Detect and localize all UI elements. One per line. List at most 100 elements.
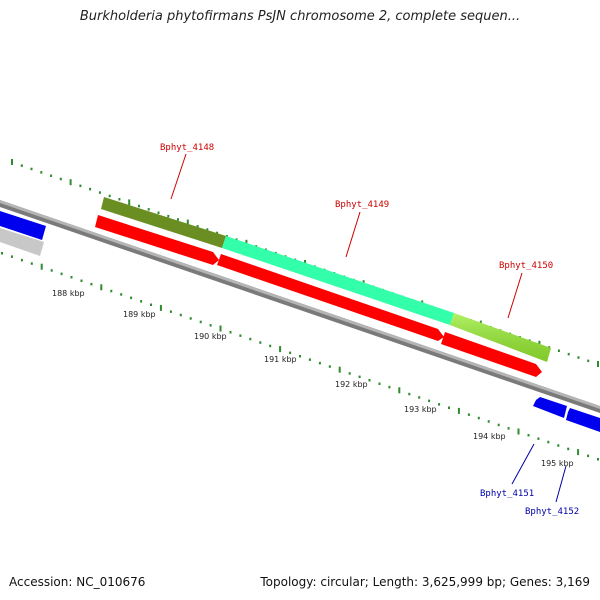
minor-tick	[90, 282, 93, 286]
minor-tick	[10, 255, 13, 258]
minor-tick	[408, 392, 411, 396]
minor-tick	[140, 300, 143, 303]
minor-tick	[368, 379, 371, 382]
scale-label: 191 kbp	[264, 355, 297, 364]
minor-tick	[20, 164, 23, 167]
minor-tick	[70, 276, 73, 279]
gene-bphyt-4149-leader-line	[345, 211, 361, 258]
gene-bphyt-4151-leader-line	[511, 443, 535, 485]
cds-feature-bphyt-4150-end	[450, 313, 551, 362]
minor-tick	[448, 406, 450, 409]
gene-labels: Bphyt_4148 Bphyt_4149 Bphyt_4150 Bphyt_4151…	[160, 143, 579, 517]
minor-tick	[497, 423, 500, 427]
minor-tick	[587, 359, 590, 363]
minor-tick	[477, 416, 480, 420]
gene-bphyt-4152-label[interactable]: Bphyt_4152	[525, 507, 579, 517]
minor-tick	[150, 303, 152, 306]
major-tick	[11, 159, 13, 165]
minor-tick	[98, 191, 101, 194]
minor-tick	[50, 174, 53, 177]
cds-band	[0, 197, 551, 362]
gene-arrow-bphyt-4148[interactable]	[95, 215, 219, 265]
gene-bphyt-4150-label[interactable]: Bphyt_4150	[499, 261, 553, 271]
minor-tick	[30, 167, 33, 171]
scale-label: 192 kbp	[335, 380, 368, 389]
major-tick	[538, 340, 541, 347]
minor-tick	[20, 258, 23, 262]
gene-arrow-left-blue[interactable]	[0, 211, 46, 240]
minor-tick	[378, 382, 381, 385]
minor-tick	[110, 289, 113, 293]
minor-tick	[59, 177, 62, 181]
minor-tick	[308, 358, 311, 361]
minor-tick	[557, 444, 560, 447]
minor-tick	[467, 413, 470, 416]
minor-tick	[299, 355, 301, 358]
cds-feature-bphyt-4149[interactable]	[222, 236, 454, 325]
minor-tick	[418, 396, 421, 399]
minor-tick	[118, 198, 121, 201]
major-tick	[338, 366, 341, 373]
minor-tick	[130, 296, 133, 300]
minor-tick	[199, 320, 202, 324]
scale-label: 190 kbp	[194, 332, 227, 341]
minor-tick	[167, 214, 170, 218]
minor-tick	[587, 454, 590, 458]
gene-bphyt-4149-label[interactable]: Bphyt_4149	[335, 200, 389, 210]
cds-feature-other[interactable]	[0, 228, 44, 256]
minor-tick	[249, 337, 252, 341]
minor-tick	[40, 171, 43, 174]
minor-tick	[577, 356, 580, 359]
cds-feature-bphyt-4148[interactable]	[101, 197, 226, 248]
gene-arrow-bphyt-4149[interactable]	[217, 254, 444, 341]
minor-tick	[428, 399, 431, 403]
scale-label: 194 kbp	[473, 432, 506, 441]
minor-tick	[50, 269, 53, 272]
minor-tick	[157, 211, 160, 214]
minor-tick	[229, 331, 232, 334]
gene-arrow-bphyt-4150[interactable]	[441, 332, 542, 377]
minor-tick	[557, 349, 560, 352]
minor-tick	[318, 361, 321, 365]
major-tick	[69, 179, 72, 186]
reverse-genes	[0, 211, 600, 432]
minor-tick	[289, 351, 292, 355]
minor-tick	[138, 204, 140, 208]
minor-tick	[169, 310, 172, 313]
major-tick	[40, 263, 43, 270]
minor-tick	[348, 372, 351, 375]
minor-tick	[1, 252, 3, 255]
major-tick	[517, 428, 520, 435]
gene-bphyt-4150-leader-line	[507, 272, 523, 319]
major-tick	[219, 325, 222, 332]
minor-tick	[216, 231, 219, 235]
accession-text: Accession: NC_010676	[9, 575, 146, 589]
gene-bphyt-4151-label[interactable]: Bphyt_4151	[480, 489, 534, 499]
lower-tick-row	[1, 252, 599, 461]
major-tick	[577, 449, 580, 456]
minor-tick	[79, 184, 82, 188]
minor-tick	[60, 272, 63, 276]
minor-tick	[206, 228, 209, 231]
minor-tick	[120, 293, 123, 296]
topology-summary: Topology: circular; Length: 3,625,999 bp…	[260, 575, 590, 589]
scale-label: 189 kbp	[123, 310, 156, 319]
map-title: Burkholderia phytofirmans PsJN chromosom…	[79, 9, 521, 24]
minor-tick	[196, 225, 199, 228]
gene-bphyt-4148-leader-line	[170, 153, 187, 200]
minor-tick	[388, 385, 391, 389]
gene-bphyt-4152-leader-line	[555, 465, 567, 503]
chromosome-backbone	[0, 200, 600, 413]
gene-arrow-bphyt-4152[interactable]	[566, 408, 600, 432]
minor-tick	[239, 334, 242, 337]
minor-tick	[567, 447, 570, 451]
minor-tick	[80, 279, 83, 282]
minor-tick	[358, 375, 361, 379]
gene-bphyt-4148-label[interactable]: Bphyt_4148	[160, 143, 214, 153]
major-tick	[128, 199, 131, 206]
major-tick	[398, 387, 401, 394]
minor-tick	[527, 434, 530, 437]
gene-arrow-bphyt-4151[interactable]	[533, 397, 567, 418]
scale-label: 195 kbp	[541, 459, 574, 468]
